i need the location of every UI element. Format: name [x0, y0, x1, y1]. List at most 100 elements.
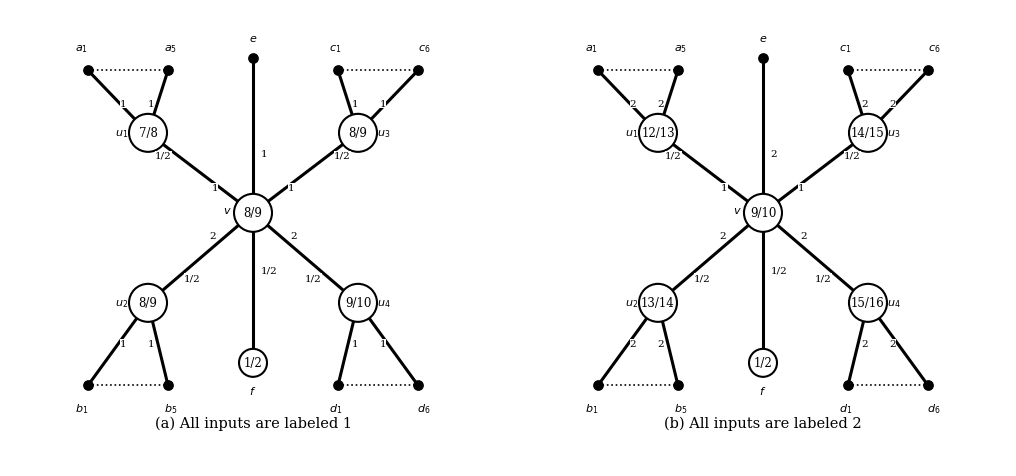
Circle shape: [234, 194, 272, 232]
Text: 8/9: 8/9: [138, 297, 157, 310]
Point: [80, 68, 97, 75]
Text: $u_4$: $u_4$: [377, 298, 391, 309]
Text: $a_1$: $a_1$: [585, 43, 598, 55]
Text: $f$: $f$: [249, 384, 257, 396]
Point: [409, 382, 426, 389]
Text: $b_1$: $b_1$: [75, 401, 88, 415]
Text: 1: 1: [380, 100, 386, 109]
Point: [330, 382, 346, 389]
Text: $d_6$: $d_6$: [928, 401, 941, 415]
Text: $e$: $e$: [759, 34, 767, 44]
Text: $b_5$: $b_5$: [164, 401, 177, 415]
Text: 1: 1: [120, 339, 126, 348]
Text: $u_4$: $u_4$: [887, 298, 901, 309]
Point: [160, 68, 176, 75]
Point: [840, 68, 856, 75]
Point: [755, 55, 771, 62]
Text: 2: 2: [800, 231, 807, 240]
Text: 1/2: 1/2: [844, 151, 861, 160]
Text: (b) All inputs are labeled 2: (b) All inputs are labeled 2: [664, 416, 862, 430]
Text: 2: 2: [862, 339, 869, 348]
Text: 2: 2: [771, 150, 777, 159]
Text: $u_2$: $u_2$: [116, 298, 129, 309]
Text: $e$: $e$: [249, 34, 257, 44]
Text: $c_1$: $c_1$: [329, 43, 341, 55]
Circle shape: [129, 115, 167, 152]
Point: [409, 68, 426, 75]
Text: 2: 2: [630, 339, 636, 348]
Text: 2: 2: [719, 231, 725, 240]
Text: 1: 1: [147, 100, 154, 109]
Text: $v$: $v$: [733, 206, 742, 216]
Text: 7/8: 7/8: [138, 127, 157, 140]
Circle shape: [639, 115, 677, 152]
Circle shape: [339, 284, 377, 322]
Text: $d_1$: $d_1$: [839, 401, 852, 415]
Point: [590, 68, 607, 75]
Text: 1/2: 1/2: [770, 266, 787, 275]
Text: 8/9: 8/9: [244, 207, 262, 220]
Text: 9/10: 9/10: [344, 297, 371, 310]
Text: $u_1$: $u_1$: [626, 128, 639, 139]
Text: $u_1$: $u_1$: [116, 128, 129, 139]
Text: $b_1$: $b_1$: [585, 401, 598, 415]
Text: 2: 2: [890, 339, 896, 348]
Circle shape: [749, 349, 777, 377]
Text: 1/2: 1/2: [754, 357, 772, 369]
Text: $u_3$: $u_3$: [377, 128, 391, 139]
Text: 1/2: 1/2: [261, 266, 277, 275]
Text: 2: 2: [209, 231, 216, 240]
Text: 1: 1: [799, 184, 805, 193]
Text: 1: 1: [352, 339, 359, 348]
Text: 1/2: 1/2: [334, 151, 351, 160]
Point: [160, 382, 176, 389]
Text: 12/13: 12/13: [641, 127, 675, 140]
Text: 14/15: 14/15: [851, 127, 885, 140]
Circle shape: [239, 349, 267, 377]
Text: 2: 2: [890, 100, 896, 109]
Text: $f$: $f$: [759, 384, 767, 396]
Text: 2: 2: [657, 339, 664, 348]
Text: 8/9: 8/9: [348, 127, 368, 140]
Text: 1/2: 1/2: [244, 357, 262, 369]
Circle shape: [129, 284, 167, 322]
Point: [840, 382, 856, 389]
Text: 1/2: 1/2: [305, 274, 322, 283]
Text: $c_1$: $c_1$: [839, 43, 851, 55]
Text: 1/2: 1/2: [184, 274, 201, 283]
Point: [670, 68, 686, 75]
Text: 2: 2: [291, 231, 297, 240]
Text: 1: 1: [289, 184, 295, 193]
Text: (a) All inputs are labeled 1: (a) All inputs are labeled 1: [154, 416, 352, 430]
Point: [590, 382, 607, 389]
Text: $a_5$: $a_5$: [674, 43, 687, 55]
Point: [670, 382, 686, 389]
Text: $v$: $v$: [223, 206, 232, 216]
Text: 1/2: 1/2: [155, 151, 172, 160]
Text: 13/14: 13/14: [641, 297, 675, 310]
Text: $d_6$: $d_6$: [418, 401, 431, 415]
Text: 1/2: 1/2: [665, 151, 682, 160]
Circle shape: [339, 115, 377, 152]
Text: 1: 1: [352, 100, 359, 109]
Circle shape: [849, 115, 887, 152]
Text: 15/16: 15/16: [851, 297, 885, 310]
Text: 1/2: 1/2: [815, 274, 832, 283]
Text: $b_5$: $b_5$: [674, 401, 687, 415]
Text: $c_6$: $c_6$: [418, 43, 430, 55]
Circle shape: [849, 284, 887, 322]
Circle shape: [744, 194, 782, 232]
Text: $d_1$: $d_1$: [329, 401, 342, 415]
Point: [80, 382, 97, 389]
Text: 1: 1: [261, 150, 267, 159]
Text: 2: 2: [630, 100, 636, 109]
Text: 1: 1: [721, 184, 727, 193]
Text: 1: 1: [147, 339, 154, 348]
Text: 1: 1: [120, 100, 126, 109]
Text: 1: 1: [380, 339, 386, 348]
Text: $u_2$: $u_2$: [626, 298, 639, 309]
Text: $u_3$: $u_3$: [887, 128, 900, 139]
Point: [330, 68, 346, 75]
Point: [245, 55, 261, 62]
Text: $a_5$: $a_5$: [164, 43, 177, 55]
